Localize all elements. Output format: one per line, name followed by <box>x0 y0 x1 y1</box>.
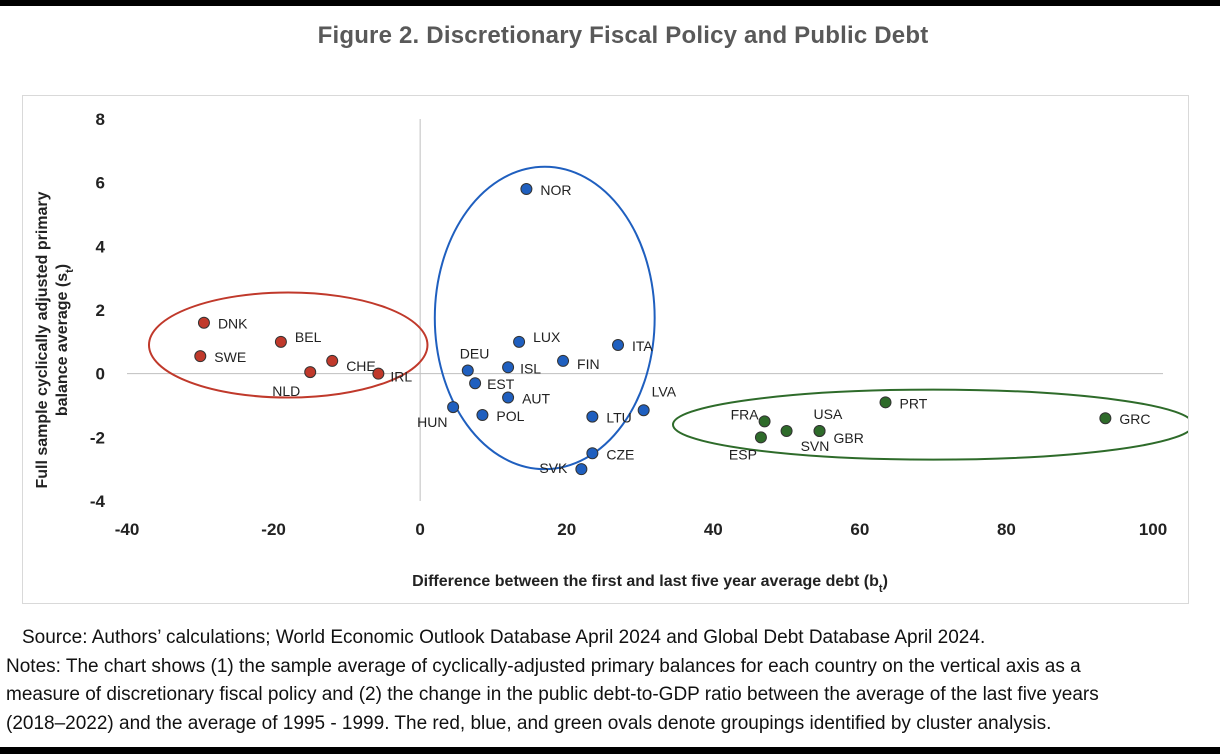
point-grc <box>1099 412 1112 425</box>
point-deu <box>461 364 474 377</box>
point-nld <box>304 366 317 379</box>
point-cze <box>586 447 599 460</box>
point-gbr <box>813 424 826 437</box>
point-pol <box>476 409 489 422</box>
point-label-pol: POL <box>496 408 524 424</box>
point-label-nor: NOR <box>540 182 571 198</box>
point-label-nld: NLD <box>272 383 300 399</box>
point-che <box>326 354 339 367</box>
point-aut <box>502 391 515 404</box>
notes-line-2: measure of discretionary fiscal policy a… <box>6 684 1099 705</box>
point-lux <box>513 335 526 348</box>
y-tick-label: 8 <box>96 110 105 129</box>
point-label-svn: SVN <box>801 438 830 454</box>
point-label-gbr: GBR <box>834 430 864 446</box>
point-fra <box>758 415 771 428</box>
x-axis-title: Difference between the first and last fi… <box>412 573 888 595</box>
point-lva <box>637 404 650 417</box>
point-bel <box>274 335 287 348</box>
point-dnk <box>197 316 210 329</box>
chart-frame: -40 -20 0 20 40 60 80 100 -4 -2 0 2 4 6 8 DNK SWE BEL NLD… <box>22 95 1189 604</box>
y-axis-title-line2: balance average (st) <box>54 264 76 416</box>
y-tick-label: 2 <box>96 301 105 320</box>
bottom-border <box>0 747 1220 754</box>
point-swe <box>194 350 207 363</box>
point-irl <box>372 367 385 380</box>
x-tick-label: 60 <box>850 520 869 539</box>
figure-notes: Source: Authors’ calculations; World Eco… <box>6 624 1220 738</box>
point-label-isl: ISL <box>520 360 541 376</box>
x-tick-label: 0 <box>415 520 424 539</box>
cluster-oval-red <box>147 291 429 399</box>
top-border <box>0 0 1220 6</box>
point-label-hun: HUN <box>417 414 447 430</box>
source-line: Source: Authors’ calculations; World Eco… <box>22 627 986 648</box>
cluster-oval-green <box>672 388 1188 461</box>
x-tick-label: 40 <box>704 520 723 539</box>
y-tick-label: 0 <box>96 365 105 384</box>
y-tick-label: 4 <box>96 237 106 256</box>
notes-line-1: Notes: The chart shows (1) the sample av… <box>6 655 1081 677</box>
point-label-fin: FIN <box>577 356 600 372</box>
point-label-esp: ESP <box>729 446 757 462</box>
x-tick-label: 20 <box>557 520 576 539</box>
point-label-ltu: LTU <box>606 410 631 426</box>
point-svk <box>575 463 588 476</box>
point-label-swe: SWE <box>214 349 246 365</box>
point-label-irl: IRL <box>390 369 412 385</box>
point-ltu <box>586 410 599 423</box>
point-label-svk: SVK <box>539 460 568 476</box>
y-tick-label: -4 <box>90 492 106 511</box>
point-prt <box>879 396 892 409</box>
notes-line-3: (2018–2022) and the average of 1995 - 19… <box>6 712 1052 734</box>
cluster-ovals <box>147 165 1188 471</box>
point-isl <box>502 361 515 374</box>
point-hun <box>447 401 460 414</box>
x-tick-label: 100 <box>1139 520 1167 539</box>
point-label-lva: LVA <box>652 383 677 399</box>
y-tick-label: -2 <box>90 428 105 447</box>
point-est <box>469 377 482 390</box>
figure-title: Figure 2. Discretionary Fiscal Policy an… <box>317 22 929 49</box>
point-nor <box>520 183 533 196</box>
point-label-cze: CZE <box>606 446 634 462</box>
point-label-dnk: DNK <box>218 316 248 332</box>
point-label-aut: AUT <box>522 391 550 407</box>
y-tick-label: 6 <box>96 174 105 193</box>
point-label-che: CHE <box>346 358 376 374</box>
axis-labels: Difference between the first and last fi… <box>34 191 888 595</box>
point-label-bel: BEL <box>295 329 322 345</box>
point-label-prt: PRT <box>900 395 928 411</box>
point-label-est: EST <box>487 376 515 392</box>
x-tick-label: -40 <box>115 520 140 539</box>
y-axis-title-line1: Full sample cyclically adjusted primary <box>34 191 51 488</box>
point-label-deu: DEU <box>460 345 490 361</box>
data-points: DNK SWE BEL NLD CHE IRL NOR LUX ITA DEU ISL FIN EST A… <box>194 182 1150 476</box>
x-tick-label: 80 <box>997 520 1016 539</box>
point-label-fra: FRA <box>731 406 760 422</box>
point-svn <box>780 424 793 437</box>
point-fin <box>557 354 570 367</box>
point-label-lux: LUX <box>533 329 561 345</box>
point-label-ita: ITA <box>632 338 653 354</box>
point-esp <box>754 431 767 444</box>
point-ita <box>612 339 625 352</box>
x-tick-label: -20 <box>261 520 286 539</box>
cluster-oval-blue <box>433 165 656 471</box>
point-label-usa: USA <box>814 406 843 422</box>
point-label-grc: GRC <box>1119 411 1150 427</box>
